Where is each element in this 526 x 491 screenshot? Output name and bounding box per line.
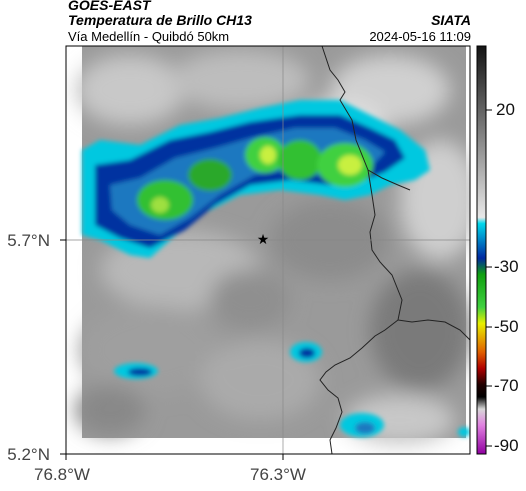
- map-frame: [65, 45, 471, 455]
- colorbar-tick-m70: -70: [494, 376, 519, 395]
- satellite-title: GOES-EAST: [68, 0, 151, 13]
- colorbar-tick-m90: -90: [494, 436, 519, 455]
- colorbar-tick-m50: -50: [494, 317, 519, 336]
- route-subtitle: Vía Medellín - Quibdó 50km: [68, 29, 230, 44]
- agency-label: SIATA: [431, 12, 471, 28]
- cold-cloud-band: [82, 100, 430, 258]
- lon-label-76-8: 76.8°W: [34, 465, 90, 484]
- border-lines: [319, 46, 470, 454]
- lon-label-76-3: 76.3°W: [250, 465, 306, 484]
- datetime-label: 2024-05-16 11:09: [369, 29, 471, 44]
- graticule: [66, 46, 470, 454]
- lat-label-5-2: 5.2°N: [7, 445, 50, 464]
- star-marker: ★: [257, 232, 270, 248]
- cold-spots: [114, 342, 470, 437]
- product-title: Temperatura de Brillo CH13: [68, 12, 252, 28]
- lat-label-5-7: 5.7°N: [7, 231, 50, 250]
- colorbar-tick-m30: -30: [494, 257, 519, 276]
- colorbar-tick-20: 20: [496, 100, 515, 119]
- colorbar: [476, 45, 492, 455]
